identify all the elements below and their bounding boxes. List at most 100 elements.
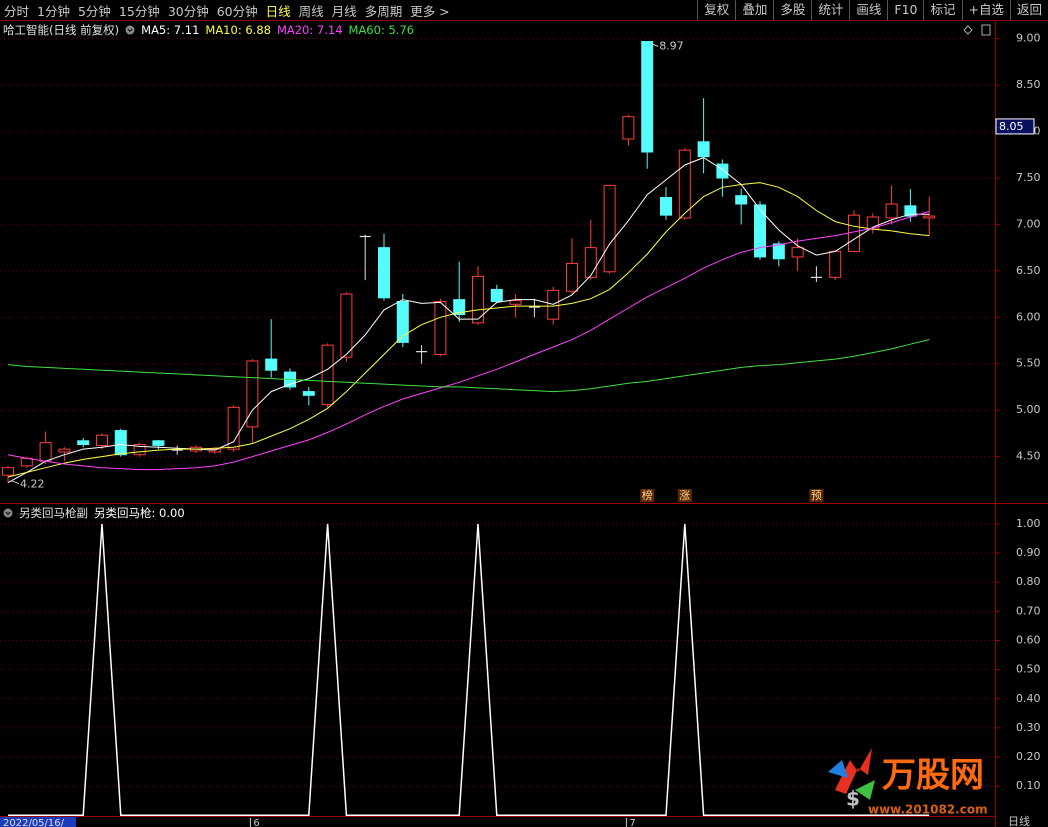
period-tab[interactable]: 30分钟 [167,3,209,19]
tool-buttons: 复权 叠加 多股 统计 画线 F10 标记 +自选 返回 [697,0,1048,20]
candle-body [923,215,936,219]
y-tick-label: 0.40 [1016,692,1041,705]
legend-entry: MA5: 7.11 [141,23,200,37]
candle-body [678,149,691,219]
ma-line [7,210,930,471]
high-arrow [651,43,659,47]
watermark-url: www.201082.com [868,803,988,817]
period-tab[interactable]: 分时 [4,3,30,19]
period-tabs: 分时 1分钟 5分钟 15分钟 30分钟 60分钟 日线 周线 月线 多周期 更多 > [0,0,454,20]
x-tick-label: 6 [253,818,259,827]
tool-button[interactable]: 标记 [923,0,961,20]
period-tab[interactable]: 日线 [265,3,291,19]
cursor-date-box [0,817,76,827]
candle-body [246,360,259,428]
candle-body [566,262,578,292]
candle-body [885,203,898,219]
legend-entry: MA60: 5.76 [348,23,415,37]
tool-button[interactable]: 画线 [849,0,887,20]
low-arrow [10,480,20,485]
candle-body [227,406,240,450]
candle-body [152,440,165,446]
y-tick-label: 0.80 [1016,575,1041,588]
cursor-price-box [995,118,1035,135]
stock-title: 哈工智能(日线 前复权) [3,23,120,37]
period-tab[interactable]: 月线 [331,3,357,19]
signal-badge-text: 预 [811,489,822,502]
candle-body [490,288,503,302]
y-tick-label: 1.00 [1016,517,1041,530]
candle-body [302,391,315,396]
signal-badge-text: 榜 [642,488,653,502]
y-tick-label: 0.30 [1016,721,1041,734]
period-tab[interactable]: 更多 > [410,3,450,19]
candle-body [265,358,278,371]
signal-badge [809,489,824,502]
panel-icon[interactable] [981,24,991,36]
candle-body [77,440,90,445]
header-icons [963,24,991,36]
indicator-line [8,523,930,817]
tool-button[interactable]: 复权 [697,0,735,20]
tool-button[interactable]: +自选 [961,0,1010,20]
logo-arrow [855,780,875,800]
candle-body [660,197,672,216]
tool-button[interactable]: 多股 [773,0,811,20]
period-tab[interactable]: 1分钟 [37,3,70,19]
candle-body [321,344,334,406]
dropdown-icon[interactable] [3,508,13,518]
y-tick-label: 0.90 [1016,546,1041,559]
low-label: 4.22 [20,478,45,491]
candle-body [697,141,710,158]
candle-body [509,300,522,305]
candle-body [904,205,917,217]
y-tick-label: 9.00 [1016,32,1041,45]
candle-body [829,250,842,278]
indicator-value: 另类回马枪: 0.00 [94,506,185,520]
diamond-icon[interactable] [963,25,973,35]
candle-body [848,214,860,252]
watermark: $ 万股网 www.201082.com [828,748,988,817]
y-tick-label: 6.50 [1016,264,1041,277]
candle-body [396,301,409,343]
y-tick-label: 0.10 [1016,779,1041,792]
ma-line [7,182,930,478]
y-tick-label: 0.50 [1016,663,1041,676]
period-tab[interactable]: 15分钟 [118,3,160,19]
period-tab[interactable]: 多周期 [364,3,403,19]
y-tick-label: 0.70 [1016,604,1041,617]
y-tick-label: 7.00 [1016,217,1041,230]
candle-body [453,299,466,315]
logo-symbol: $ [846,787,860,811]
candle-body [716,163,729,179]
period-tab[interactable]: 5分钟 [77,3,111,19]
signal-badge [640,489,655,502]
cursor-date: 2022/05/16/ [3,818,65,827]
candle-body [378,247,390,299]
cursor-price-label: 8.05 [999,120,1024,133]
tool-button[interactable]: 统计 [811,0,849,20]
candle-body [58,448,71,453]
legend-entry: MA10: 6.88 [205,23,271,37]
y-tick-label: 0.60 [1016,634,1041,647]
candle-body [96,434,108,446]
tool-button[interactable]: 叠加 [735,0,773,20]
candle-body [20,457,33,467]
dropdown-icon[interactable] [125,25,135,35]
plot-layer [0,38,995,787]
y-tick-label: 4.50 [1016,450,1041,463]
signal-badge [677,489,692,502]
ma-line [7,339,930,393]
period-tab[interactable]: 周线 [298,3,324,19]
high-label: 8.97 [659,40,684,53]
candle-body [603,184,616,273]
indicator-title: 另类回马枪副 [19,506,88,520]
candle-body [754,204,766,258]
tool-button[interactable]: F10 [887,0,923,20]
signal-badge-text: 涨 [679,489,690,502]
tool-button[interactable]: 返回 [1009,0,1048,20]
y-tick-label: 5.50 [1016,357,1041,370]
period-tab[interactable]: 60分钟 [216,3,258,19]
